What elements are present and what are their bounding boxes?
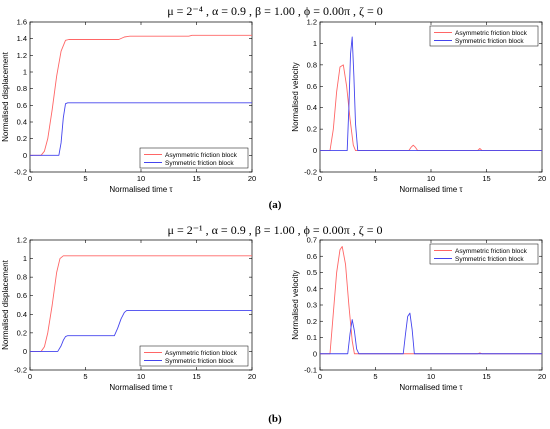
x-axis-label: Normalised time τ [109,185,173,194]
x-axis-label: Normalised time τ [399,383,463,392]
y-tick-label: 0.8 [307,60,317,69]
x-tick-label: 5 [83,372,87,381]
x-axis-label: Normalised time τ [109,383,173,392]
y-tick-label: -0.2 [14,366,27,375]
legend-entry: Symmetric friction block [165,358,234,365]
x-tick-label: 15 [482,174,490,183]
series-line-asymmetric [320,246,542,355]
panel-b-caption: (b) [268,413,282,425]
x-tick-label: 0 [28,372,32,381]
plot-frame [29,21,253,173]
y-tick-label: 0.2 [17,134,27,143]
y-tick-label: 0.7 [307,236,317,245]
y-tick-label: 0 [313,146,317,155]
legend-entry: Symmetric friction block [455,256,524,263]
y-tick-label: -0.2 [14,168,27,177]
y-tick-label: 0 [313,349,317,358]
y-tick-label: 1.2 [17,236,27,245]
plot-a-displacement: 0 5 10 15 20-0.200.20.40.60.811.21.41.6Norma… [1,18,256,195]
x-axis-label: Normalised time τ [399,185,463,194]
panel-a-title: μ = 2⁻⁴ , α = 0.9 , β = 1.00 , ϕ = 0.00π… [167,4,383,18]
series-line-asymmetric [30,34,252,156]
y-tick-label: 0.4 [307,284,317,293]
series-line-symmetric [320,312,542,355]
x-tick-label: 0 [318,372,322,381]
y-tick-label: 1.2 [17,51,27,60]
y-tick-label: -0.1 [304,366,317,375]
y-tick-label: 0.6 [17,291,27,300]
legend-entry: Asymmetric friction block [165,152,238,159]
x-tick-label: 15 [192,372,200,381]
y-axis-label: Normalised displacement [1,51,10,142]
series-line-symmetric [30,102,252,156]
x-tick-label: 20 [538,174,546,183]
x-tick-label: 15 [482,372,490,381]
legend-box [139,147,249,169]
y-tick-label: 0 [23,347,27,356]
plot-a-velocity: 0 5 10 15 20-0.200.20.40.60.811.2Normalised … [291,18,546,195]
y-axis-label: Normalised velocity [291,62,300,131]
y-tick-label: 0.8 [17,273,27,282]
x-tick-label: 10 [137,174,145,183]
x-tick-label: 10 [427,174,435,183]
legend-entry: Asymmetric friction block [455,30,528,37]
legend-box [429,25,539,47]
x-tick-label: 20 [538,372,546,381]
series-line-symmetric [320,36,542,152]
series-line-symmetric [30,310,252,352]
y-tick-label: 1.4 [17,34,27,43]
legend-box [429,243,539,265]
legend-entry: Symmetric friction block [165,160,234,167]
y-tick-label: 0.6 [307,82,317,91]
plot-b-velocity: 0 5 10 15 20-0.100.10.20.30.40.50.60.7Normal… [291,236,546,393]
series-line-asymmetric [30,255,252,352]
legend-entry: Symmetric friction block [455,38,524,45]
y-tick-label: 0.6 [307,252,317,261]
y-tick-label: 1 [23,254,27,263]
y-tick-label: 0.4 [17,118,27,127]
y-tick-label: 0.2 [17,328,27,337]
plot-b-displacement: 0 5 10 15 20-0.200.20.40.60.811.2Normalised … [1,236,256,393]
x-tick-label: 5 [373,372,377,381]
y-tick-label: 0.6 [17,101,27,110]
y-tick-label: 0 [23,151,27,160]
y-tick-label: 0.1 [307,333,317,342]
x-tick-label: 20 [248,174,256,183]
x-tick-label: 10 [427,372,435,381]
y-tick-label: 0.4 [17,310,27,319]
y-tick-label: 0.4 [307,103,317,112]
legend-entry: Asymmetric friction block [165,350,238,357]
y-tick-label: 0.2 [307,125,317,134]
legend-box [139,345,249,367]
y-tick-label: -0.2 [304,168,317,177]
y-tick-label: 0.8 [17,84,27,93]
x-tick-label: 15 [192,174,200,183]
x-tick-label: 5 [83,174,87,183]
legend-entry: Asymmetric friction block [455,248,528,255]
y-axis-label: Normalised displacement [1,259,10,350]
y-tick-label: 1.2 [307,18,317,27]
x-tick-label: 0 [318,174,322,183]
y-tick-label: 1 [23,68,27,77]
x-tick-label: 0 [28,174,32,183]
y-axis-label: Normalised velocity [291,270,300,339]
panel-a-caption: (a) [269,199,282,211]
y-tick-label: 0.2 [307,317,317,326]
y-tick-label: 0.5 [307,268,317,277]
panel-b-title: μ = 2⁻¹ , α = 0.9 , β = 1.00 , ϕ = 0.00π… [168,223,383,237]
x-tick-label: 5 [373,174,377,183]
y-tick-label: 1.6 [17,18,27,27]
x-tick-label: 20 [248,372,256,381]
x-tick-label: 10 [137,372,145,381]
y-tick-label: 1 [313,39,317,48]
y-tick-label: 0.3 [307,301,317,310]
